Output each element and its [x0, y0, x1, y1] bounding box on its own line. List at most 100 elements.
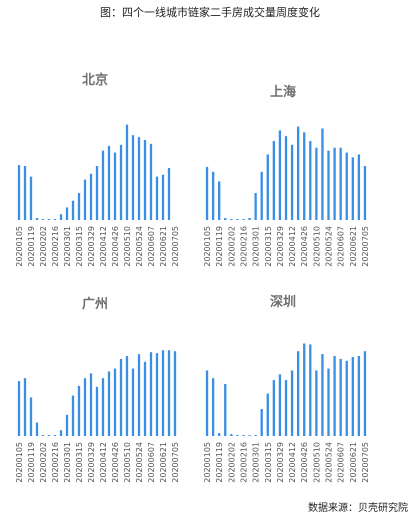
tick-label: 20200607	[337, 226, 346, 267]
tick-label: 20200119	[27, 442, 36, 483]
tick-label: 20200315	[264, 442, 273, 483]
bar-20200315	[266, 393, 269, 436]
chart-title: 上海	[270, 84, 296, 100]
tick-label: 20200315	[75, 226, 84, 267]
bar-20200322	[272, 140, 276, 220]
tick-label: 20200329	[276, 442, 285, 483]
bar-20200308	[260, 171, 263, 220]
bar-20200119	[29, 397, 33, 436]
tick-label: 20200705	[171, 226, 180, 267]
tick-label: 20200607	[147, 442, 156, 483]
tick-label: 20200105	[203, 442, 212, 483]
tick-label: 20200315	[75, 442, 84, 483]
bar-20200315	[77, 193, 81, 220]
tick-label: 20200301	[63, 226, 72, 267]
bar-20200510	[125, 356, 129, 436]
bar-20200315	[77, 385, 81, 436]
bar-20200322	[83, 179, 87, 220]
bar-20200517	[131, 368, 135, 436]
bar-20200412	[101, 378, 105, 436]
tick-label: 20200705	[171, 442, 180, 483]
bar-20200614	[155, 353, 159, 436]
tick-label: 20200510	[123, 442, 132, 483]
bar-20200308	[260, 409, 263, 436]
bar-20200628	[357, 154, 361, 220]
tick-label: 20200524	[325, 442, 334, 483]
bar-20200419	[296, 126, 300, 220]
bar-20200322	[272, 380, 276, 436]
bar-20200202	[41, 219, 45, 220]
bar-20200209	[236, 435, 239, 436]
bar-20200126	[35, 218, 39, 220]
chart-panel-shenzhen: 深圳 20200105 20200119 20200202 20200216 202003…	[203, 294, 370, 483]
tick-label: 20200105	[203, 226, 212, 267]
bar-20200531	[333, 356, 336, 436]
tick-label: 20200216	[51, 226, 60, 267]
tick-label: 20200524	[135, 226, 144, 267]
bar-20200105	[17, 165, 21, 220]
bar-20200216	[242, 435, 245, 436]
tick-label: 20200705	[361, 442, 370, 483]
bar-20200223	[59, 214, 63, 220]
bar-20200405	[284, 380, 288, 436]
tick-label: 20200301	[252, 442, 261, 483]
tick-label: 20200315	[264, 226, 273, 267]
tick-label: 20200510	[312, 226, 321, 267]
tick-label: 20200119	[215, 226, 224, 267]
bar-20200308	[71, 395, 75, 436]
tick-label: 20200607	[147, 226, 156, 267]
tick-label: 20200510	[312, 442, 321, 483]
bar-20200607	[149, 143, 153, 220]
bar-20200223	[248, 435, 251, 436]
tick-label: 20200621	[349, 226, 358, 267]
tick-label: 20200621	[349, 442, 358, 483]
bar-20200607	[149, 352, 153, 436]
bar-20200531	[333, 147, 336, 220]
bar-20200405	[95, 386, 99, 436]
bar-20200503	[119, 358, 123, 436]
bar-20200614	[155, 176, 159, 220]
tick-label: 20200216	[51, 442, 60, 483]
bar-20200531	[143, 140, 147, 220]
tick-label: 20200105	[15, 226, 24, 267]
bar-20200531	[143, 361, 147, 436]
bar-20200329	[278, 374, 282, 436]
chart-title: 北京	[82, 72, 108, 88]
tick-label: 20200216	[239, 226, 248, 267]
bar-20200517	[321, 128, 324, 220]
tick-label: 20200202	[227, 226, 236, 267]
bar-20200119	[29, 176, 33, 220]
bar-20200202	[230, 219, 233, 220]
bar-20200209	[47, 219, 51, 220]
bar-20200329	[278, 130, 282, 220]
bar-20200426	[303, 132, 306, 220]
tick-label: 20200607	[337, 442, 346, 483]
bar-20200524	[327, 368, 330, 436]
tick-label: 20200510	[123, 226, 132, 267]
bar-20200405	[284, 136, 288, 220]
bar-20200126	[35, 422, 39, 436]
bar-20200202	[41, 435, 45, 436]
bar-20200412	[290, 370, 294, 436]
bar-20200517	[131, 135, 135, 220]
tick-label: 20200524	[135, 442, 144, 483]
bar-20200614	[345, 360, 348, 436]
bar-20200216	[53, 435, 57, 436]
bar-20200614	[345, 152, 348, 220]
bar-20200517	[321, 354, 324, 436]
bar-20200503	[119, 144, 123, 220]
bar-20200705	[363, 351, 367, 436]
tick-label: 20200412	[99, 226, 108, 267]
tick-label: 20200705	[361, 226, 370, 267]
bar-20200412	[290, 144, 294, 220]
bar-20200112	[23, 378, 27, 436]
figure-title: 图：四个一线城市链家二手房成交量周度变化	[100, 6, 320, 19]
bar-20200209	[236, 219, 239, 220]
source-note: 数据来源：贝壳研究院	[308, 503, 408, 514]
tick-label: 20200105	[15, 442, 24, 483]
bar-20200112	[23, 166, 27, 220]
bar-20200607	[339, 147, 342, 220]
bar-20200419	[107, 145, 111, 220]
bar-20200216	[53, 219, 57, 220]
